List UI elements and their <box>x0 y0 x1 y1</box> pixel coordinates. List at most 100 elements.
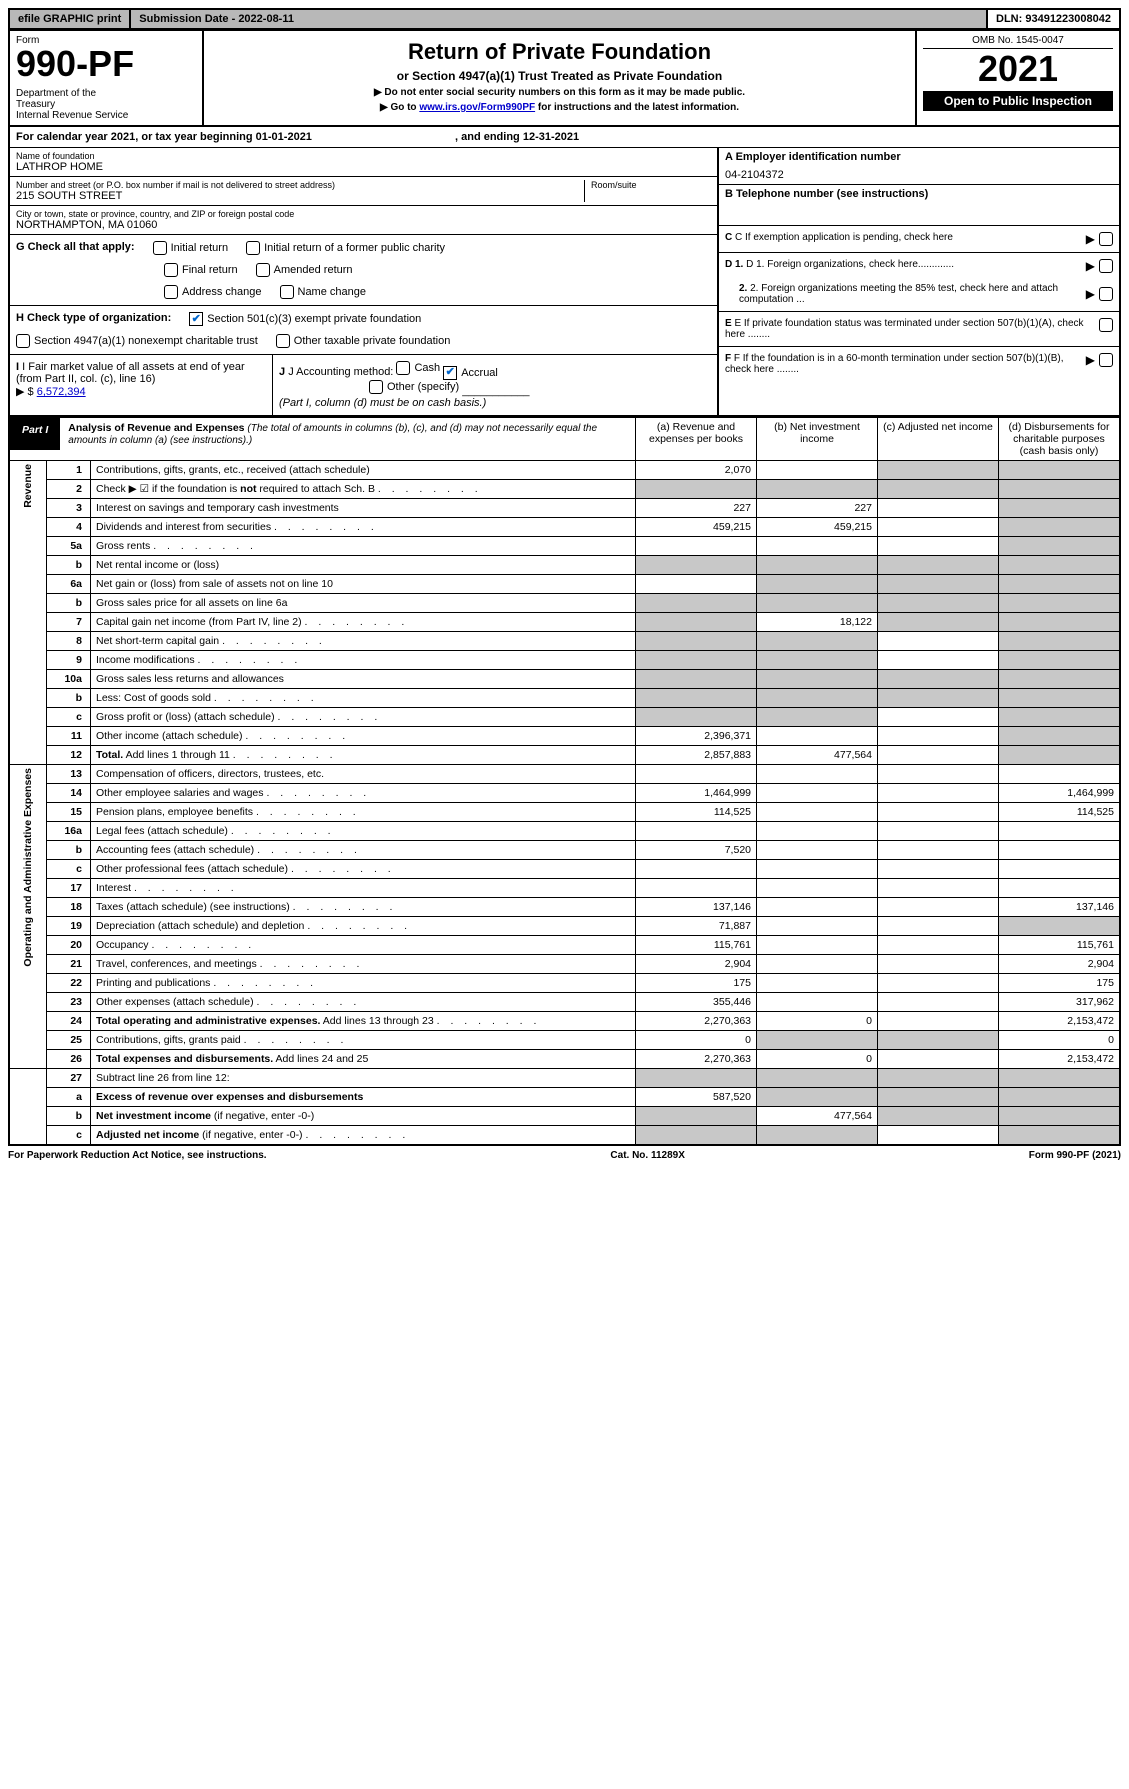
initial-return-public-checkbox[interactable]: Initial return of a former public charit… <box>246 241 445 255</box>
line-number: 18 <box>47 897 91 916</box>
amended-return-checkbox[interactable]: Amended return <box>256 263 353 277</box>
value-cell: 2,270,363 <box>636 1049 757 1068</box>
final-return-checkbox[interactable]: Final return <box>164 263 238 277</box>
line-number: 15 <box>47 802 91 821</box>
line-description: Dividends and interest from securities .… <box>91 517 636 536</box>
d2-checkbox[interactable] <box>1099 287 1113 301</box>
value-cell: 71,887 <box>636 916 757 935</box>
line-description: Excess of revenue over expenses and disb… <box>91 1087 636 1106</box>
line-number: 20 <box>47 935 91 954</box>
value-cell <box>878 631 999 650</box>
value-cell: 137,146 <box>636 897 757 916</box>
value-cell <box>636 821 757 840</box>
shaded-cell <box>999 650 1121 669</box>
value-cell <box>757 460 878 479</box>
value-cell <box>878 726 999 745</box>
info-block: For calendar year 2021, or tax year begi… <box>8 127 1121 417</box>
form-note2: ▶ Go to www.irs.gov/Form990PF for instru… <box>210 102 909 113</box>
paperwork-notice: For Paperwork Reduction Act Notice, see … <box>8 1150 267 1161</box>
value-cell <box>757 897 878 916</box>
e-checkbox[interactable] <box>1099 318 1113 332</box>
shaded-cell <box>757 555 878 574</box>
line-description: Depreciation (attach schedule) and deple… <box>91 916 636 935</box>
line-number: a <box>47 1087 91 1106</box>
shaded-cell <box>999 612 1121 631</box>
open-to-public: Open to Public Inspection <box>923 91 1113 111</box>
value-cell <box>757 821 878 840</box>
form-id-cell: Form 990-PF Department of theTreasuryInt… <box>9 31 203 127</box>
other-taxable-checkbox[interactable]: Other taxable private foundation <box>276 334 451 348</box>
part1-title: Analysis of Revenue and Expenses (The to… <box>60 418 635 450</box>
shaded-cell <box>878 1068 999 1087</box>
d1-checkbox[interactable] <box>1099 259 1113 273</box>
shaded-cell <box>999 555 1121 574</box>
value-cell <box>999 840 1121 859</box>
value-cell: 115,761 <box>636 935 757 954</box>
line-description: Taxes (attach schedule) (see instruction… <box>91 897 636 916</box>
shaded-cell <box>636 707 757 726</box>
line-number: 19 <box>47 916 91 935</box>
value-cell: 317,962 <box>999 992 1121 1011</box>
shaded-cell <box>636 1125 757 1145</box>
shaded-cell <box>878 688 999 707</box>
shaded-cell <box>999 745 1121 764</box>
value-cell: 459,215 <box>757 517 878 536</box>
shaded-cell <box>878 460 999 479</box>
value-cell <box>878 859 999 878</box>
value-cell <box>878 1125 999 1145</box>
info-left: Name of foundation LATHROP HOME Number a… <box>10 148 719 415</box>
accrual-checkbox[interactable]: ✔Accrual <box>443 366 498 380</box>
section-label: Revenue <box>9 460 47 764</box>
line-number: 24 <box>47 1011 91 1030</box>
line-number: 11 <box>47 726 91 745</box>
shaded-cell <box>757 707 878 726</box>
line-description: Net investment income (if negative, ente… <box>91 1106 636 1125</box>
4947a1-checkbox[interactable]: Section 4947(a)(1) nonexempt charitable … <box>16 334 258 348</box>
shaded-cell <box>999 1125 1121 1145</box>
name-change-checkbox[interactable]: Name change <box>280 285 367 299</box>
shaded-cell <box>999 688 1121 707</box>
shaded-cell <box>757 1030 878 1049</box>
value-cell <box>757 802 878 821</box>
form990pf-link[interactable]: www.irs.gov/Form990PF <box>419 102 535 113</box>
shaded-cell <box>878 593 999 612</box>
line-number: c <box>47 1125 91 1145</box>
line-number: 4 <box>47 517 91 536</box>
i-j-section: I I Fair market value of all assets at e… <box>10 355 717 415</box>
initial-return-checkbox[interactable]: Initial return <box>153 241 228 255</box>
omb-number: OMB No. 1545-0047 <box>923 35 1113 49</box>
c-checkbox[interactable] <box>1099 232 1113 246</box>
page-footer: For Paperwork Reduction Act Notice, see … <box>8 1146 1121 1161</box>
shaded-cell <box>757 650 878 669</box>
line-number: 26 <box>47 1049 91 1068</box>
shaded-cell <box>757 574 878 593</box>
line-description: Less: Cost of goods sold . . . . . . . . <box>91 688 636 707</box>
shaded-cell <box>878 479 999 498</box>
501c3-checkbox[interactable]: ✔Section 501(c)(3) exempt private founda… <box>189 312 421 326</box>
line-description: Capital gain net income (from Part IV, l… <box>91 612 636 631</box>
value-cell <box>757 878 878 897</box>
shaded-cell <box>999 631 1121 650</box>
dept-label: Department of theTreasuryInternal Revenu… <box>16 88 196 121</box>
form-title: Return of Private Foundation <box>210 39 909 65</box>
value-cell: 355,446 <box>636 992 757 1011</box>
title-cell: Return of Private Foundation or Section … <box>203 31 916 127</box>
other-method-checkbox[interactable]: Other (specify) <box>369 380 459 394</box>
col-b-header: (b) Net investment income <box>757 417 878 460</box>
line-number: 17 <box>47 878 91 897</box>
cash-checkbox[interactable]: Cash <box>396 361 440 375</box>
line-number: 7 <box>47 612 91 631</box>
line-number: 27 <box>47 1068 91 1087</box>
line-description: Other professional fees (attach schedule… <box>91 859 636 878</box>
f-checkbox[interactable] <box>1099 353 1113 367</box>
address-change-checkbox[interactable]: Address change <box>164 285 262 299</box>
fmv-link[interactable]: 6,572,394 <box>37 386 86 398</box>
line-number: 16a <box>47 821 91 840</box>
value-cell: 2,904 <box>636 954 757 973</box>
value-cell: 0 <box>636 1030 757 1049</box>
line-description: Other employee salaries and wages . . . … <box>91 783 636 802</box>
value-cell: 137,146 <box>999 897 1121 916</box>
value-cell <box>878 783 999 802</box>
shaded-cell <box>999 1068 1121 1087</box>
value-cell <box>636 878 757 897</box>
